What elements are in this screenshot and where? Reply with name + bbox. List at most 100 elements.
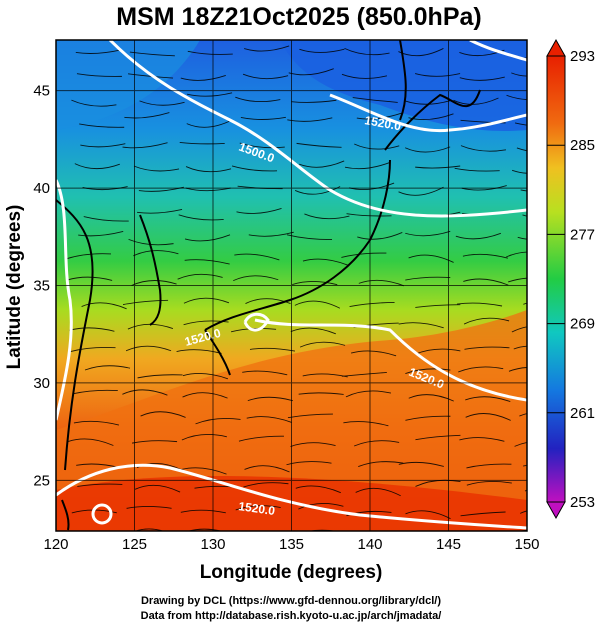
streamline xyxy=(74,163,120,170)
credit-drawing: Drawing by DCL (https://www.gfd-dennou.o… xyxy=(141,595,441,607)
streamline xyxy=(465,413,511,421)
x-tick-label: 125 xyxy=(122,536,147,553)
x-tick-label: 145 xyxy=(436,536,461,553)
colorbar-tick-label: 293 xyxy=(570,48,595,65)
streamline xyxy=(240,116,286,120)
height-contours xyxy=(56,40,527,530)
streamline xyxy=(176,349,222,354)
contour-closed-low xyxy=(91,503,113,525)
streamline xyxy=(460,119,506,124)
x-tick-label: 135 xyxy=(279,536,304,553)
streamline xyxy=(466,463,512,469)
streamline xyxy=(506,94,527,100)
streamline xyxy=(134,484,181,493)
streamline xyxy=(415,165,461,169)
streamline xyxy=(76,73,122,77)
streamline xyxy=(181,434,227,441)
streamline xyxy=(415,348,461,355)
streamline xyxy=(344,47,390,56)
streamline xyxy=(235,96,281,103)
streamline xyxy=(246,416,292,423)
contour-1520-east xyxy=(329,93,527,133)
streamline xyxy=(122,299,169,306)
y-axis: 25 30 35 40 45 xyxy=(33,83,50,490)
streamline xyxy=(122,142,168,149)
streamline xyxy=(520,510,527,514)
streamline xyxy=(247,396,293,402)
streamline xyxy=(126,505,172,509)
streamline xyxy=(456,302,503,307)
streamline xyxy=(405,230,451,237)
streamline xyxy=(405,368,451,374)
colorbar-ticks: 293 285 277 269 261 253 xyxy=(547,48,595,511)
streamline xyxy=(460,145,507,152)
streamline xyxy=(519,413,527,417)
streamline xyxy=(84,365,131,371)
streamline xyxy=(408,394,454,402)
streamline xyxy=(405,276,451,281)
colorbar-tick-label: 261 xyxy=(570,405,595,422)
streamline xyxy=(460,511,506,517)
streamline xyxy=(511,72,527,77)
streamline xyxy=(122,389,168,396)
streamline xyxy=(353,440,400,447)
streamline xyxy=(341,371,387,377)
streamline xyxy=(75,49,121,54)
streamline xyxy=(350,350,397,357)
sakhalin-coast xyxy=(399,40,407,121)
streamline xyxy=(454,167,500,172)
x-axis-label: Longitude (degrees) xyxy=(200,562,383,583)
streamline xyxy=(344,162,391,170)
streamline xyxy=(182,373,229,380)
streamline xyxy=(127,73,174,79)
streamline xyxy=(248,231,294,237)
streamline xyxy=(77,483,123,487)
streamline xyxy=(234,253,280,261)
streamline xyxy=(184,234,231,242)
streamline xyxy=(124,112,170,119)
streamline xyxy=(71,99,117,107)
streamline xyxy=(231,165,278,172)
japan-honshu-coast xyxy=(204,159,391,331)
streamline xyxy=(514,442,527,447)
streamline xyxy=(398,322,444,329)
y-axis-label: Latitude (degrees) xyxy=(4,205,25,370)
streamline xyxy=(299,48,345,53)
streamline xyxy=(508,367,527,372)
korea-coast xyxy=(139,214,162,326)
streamline xyxy=(65,253,112,260)
streamline xyxy=(415,304,461,308)
taiwan-coast xyxy=(61,499,70,531)
colorbar-top-arrow xyxy=(546,38,566,57)
streamline xyxy=(349,301,395,308)
streamline xyxy=(80,535,125,537)
streamline xyxy=(299,160,345,168)
contour-northeast-corner xyxy=(469,40,527,62)
streamline xyxy=(83,216,129,222)
streamline xyxy=(187,50,233,55)
streamline xyxy=(181,467,227,475)
streamline xyxy=(354,143,400,150)
streamline xyxy=(185,187,231,192)
streamline xyxy=(79,123,125,128)
streamline xyxy=(516,147,527,152)
contour-kii xyxy=(243,312,270,332)
map-title: MSM 18Z21Oct2025 (850.0hPa) xyxy=(116,3,481,31)
streamline xyxy=(414,73,461,77)
hokkaido-coast xyxy=(384,89,481,151)
streamline xyxy=(137,374,183,379)
cool-region-west xyxy=(56,40,200,130)
streamline xyxy=(511,326,527,333)
streamline xyxy=(183,297,230,304)
streamline xyxy=(520,189,527,192)
streamline xyxy=(295,485,341,494)
streamline xyxy=(185,166,232,173)
cold-region xyxy=(280,40,527,131)
x-axis: 120 125 130 135 140 145 150 xyxy=(43,536,539,553)
x-tick-label: 140 xyxy=(357,536,382,553)
streamline xyxy=(238,435,284,442)
streamline xyxy=(358,279,404,287)
streamline xyxy=(179,141,225,145)
streamline xyxy=(291,99,337,103)
